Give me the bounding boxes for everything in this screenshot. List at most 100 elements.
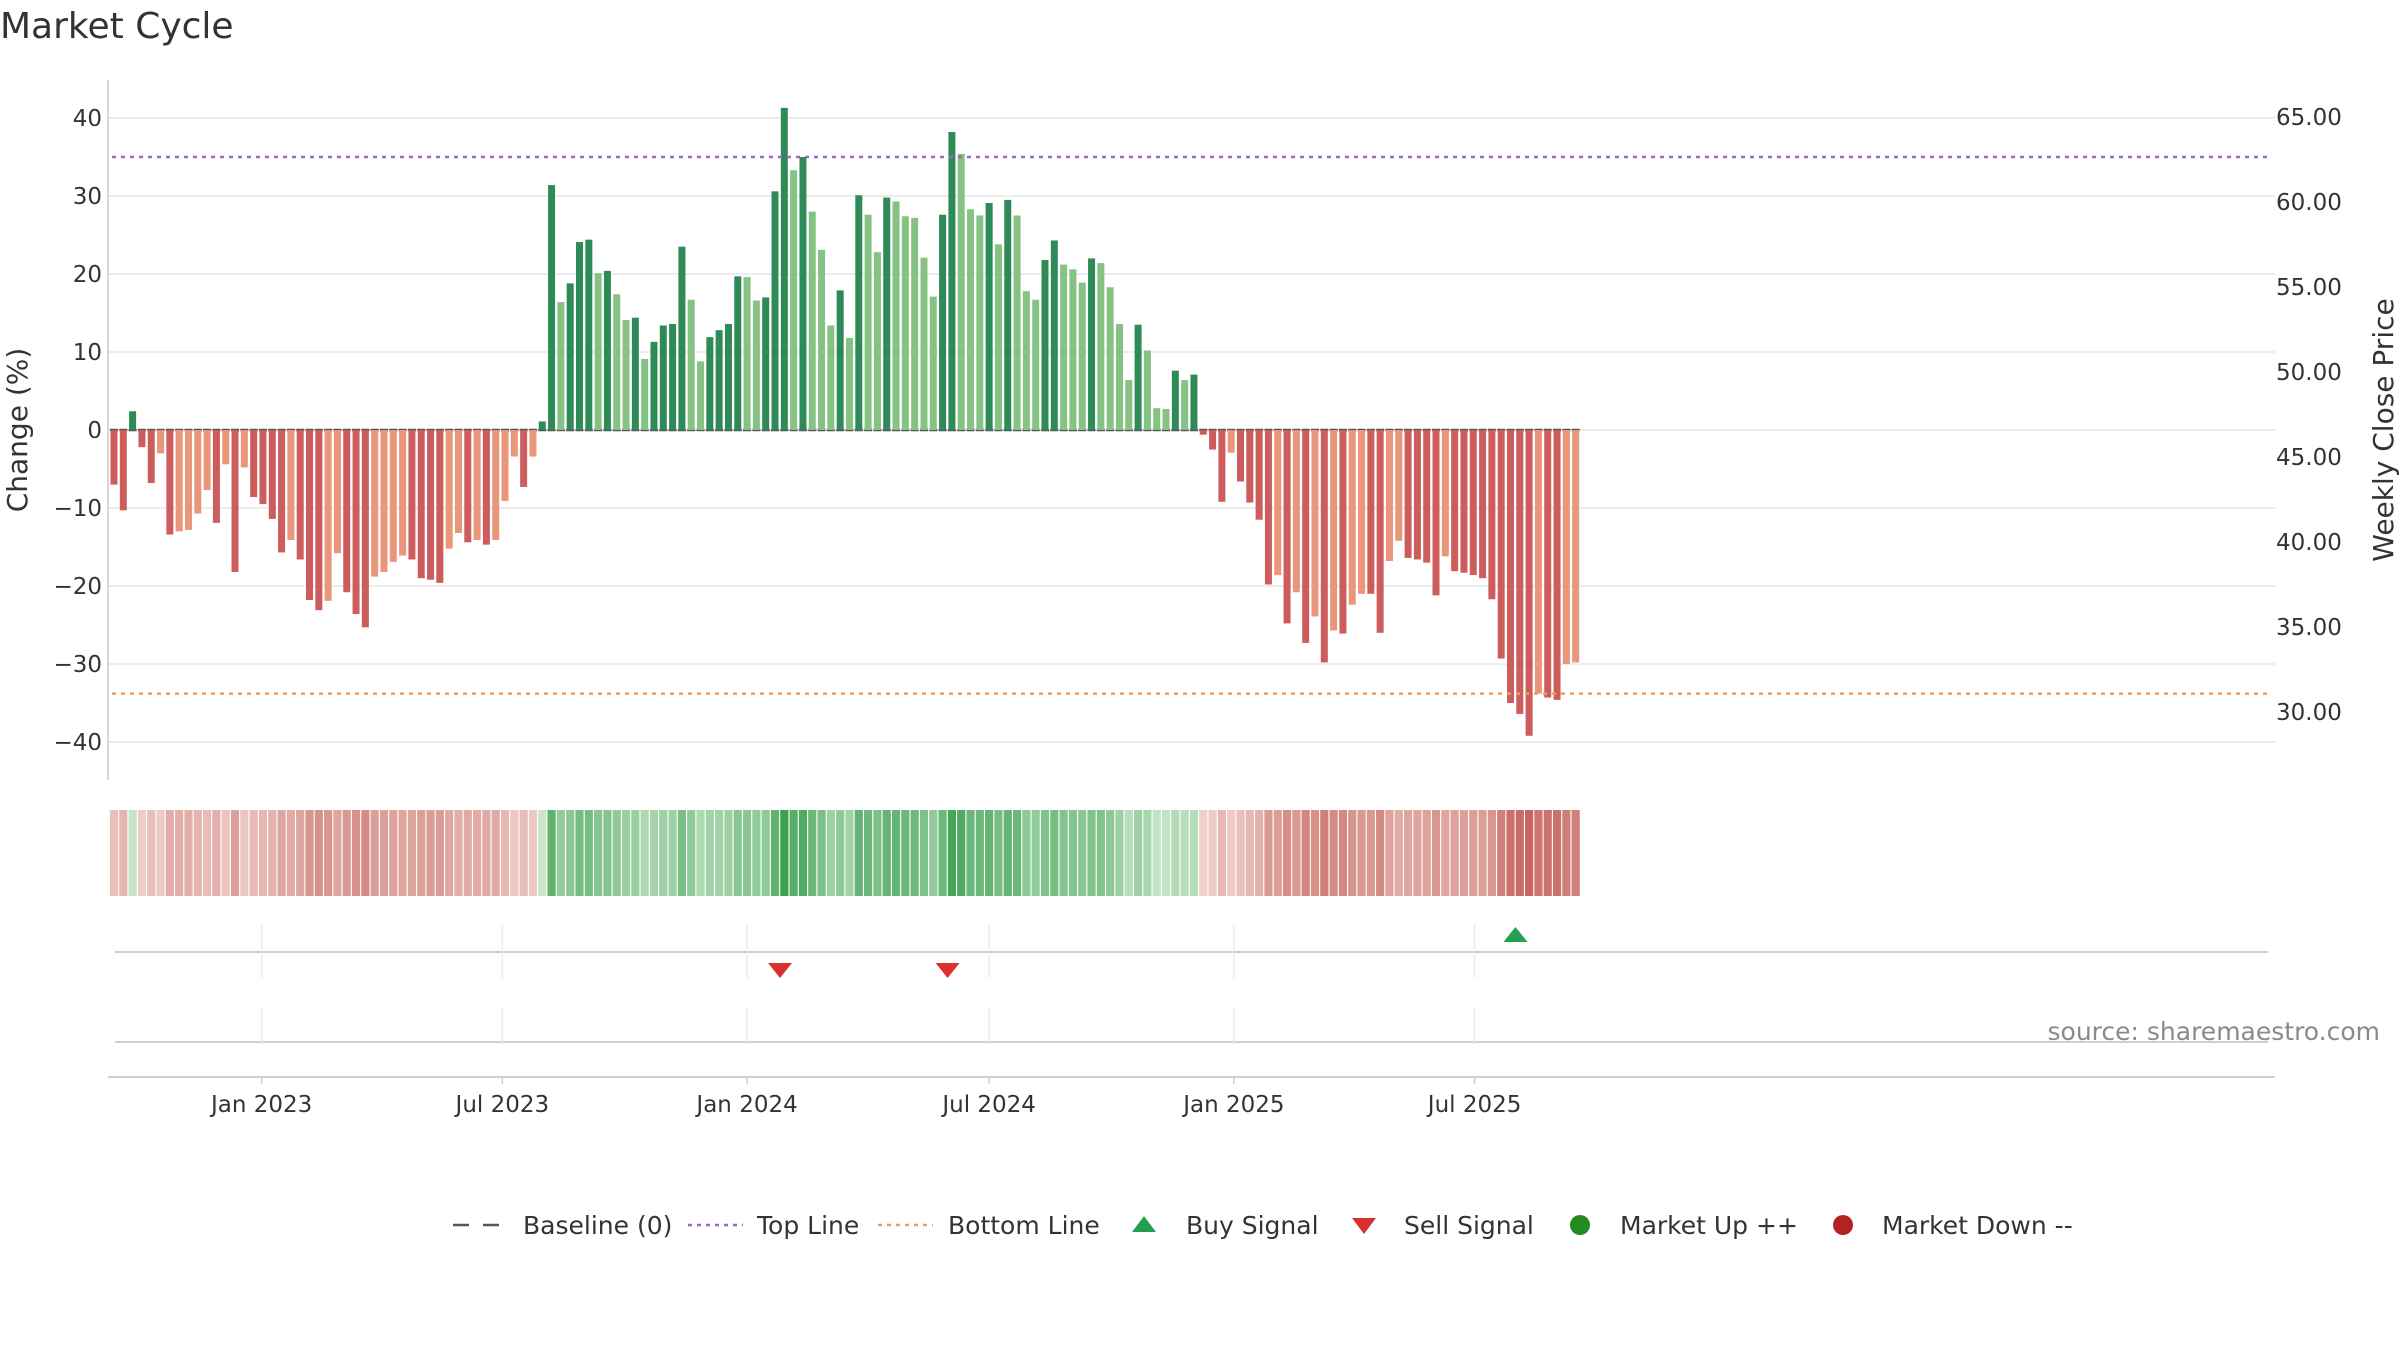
legend-item: Baseline (0) [453,1211,672,1240]
heat-cell [1450,810,1459,896]
change-bar [873,252,881,430]
legend-item: Buy Signal [1132,1211,1319,1240]
change-bar [743,277,751,430]
change-bar [1218,430,1226,502]
change-bar [1469,430,1477,576]
change-bar [967,209,975,430]
change-bar [175,430,183,532]
heat-cell [798,810,808,896]
y2-tick-label: 50.00 [2276,360,2342,386]
change-bar [278,430,286,553]
heat-cell [1255,810,1264,896]
change-bar [566,283,574,430]
heat-cell [687,810,696,896]
change-bar [715,330,723,430]
change-bar [1013,215,1021,430]
change-bar [371,430,379,577]
sell-signal-marker [935,963,960,978]
heat-cell [957,810,966,896]
heat-cell [268,810,277,896]
change-bar [818,249,826,430]
heat-cell [1087,810,1096,896]
change-bar [1348,430,1356,605]
heat-cell [1366,810,1375,896]
circle-icon [1570,1215,1590,1235]
heat-cell [1301,810,1310,896]
change-bar [492,430,500,540]
heat-cell [1403,810,1413,896]
change-bar [1106,287,1114,430]
heat-cell [929,810,938,896]
change-bar [687,299,695,430]
heat-cell [119,810,128,896]
source-note: source: sharemaestro.com [2048,1017,2381,1046]
change-bar [1255,430,1263,520]
heat-cell [1227,810,1236,896]
heat-cell [1152,810,1161,896]
legend-label: Buy Signal [1186,1211,1319,1240]
heat-cell [640,810,649,896]
heat-cell [724,810,733,896]
change-bar [855,195,863,430]
change-bar [166,430,174,535]
legend-label: Baseline (0) [523,1211,672,1240]
change-bar [576,242,583,430]
change-bar [799,157,807,430]
y2-tick-label: 45.00 [2276,445,2342,471]
heat-cell [873,810,882,896]
heat-cell [137,810,147,896]
heat-cell [1096,810,1105,896]
heat-cell [966,810,975,896]
y2-axis-label: Weekly Close Price [2367,298,2400,561]
heat-cell [1134,810,1143,896]
change-bar [1507,430,1514,703]
change-bar [985,203,993,430]
change-bar [427,430,435,580]
legend: Baseline (0) Top Line Bottom Line Buy Signa… [453,1211,2073,1240]
chart-title: Market Cycle [0,6,234,47]
heat-cell [491,810,500,896]
heat-cell [1478,810,1487,896]
heat-cell [985,810,994,896]
change-bar [1367,430,1375,594]
change-bar [1358,430,1366,594]
change-bar [762,297,770,430]
change-bar [436,430,444,583]
change-bar [706,337,714,430]
heat-cell [333,810,342,896]
change-bar [1283,430,1291,624]
change-bar [1274,430,1282,576]
y2-tick-label: 40.00 [2276,530,2342,556]
heat-cell [612,810,621,896]
change-bar [864,214,872,430]
heat-cell [621,810,631,896]
change-bar [641,359,649,430]
heat-cell [1487,810,1496,896]
heat-cell [1022,810,1031,896]
change-bar [315,430,323,611]
heat-cell [538,810,547,896]
heat-cell [826,810,835,896]
heat-cell [1273,810,1282,896]
heat-cell [1441,810,1450,896]
y-tick-label: 20 [73,262,102,288]
change-bar [911,217,919,430]
heat-cell [1348,810,1357,896]
heat-cell [221,810,230,896]
y-tick-label: −40 [53,730,102,756]
heat-cell [417,810,426,896]
heat-cell [1171,810,1180,896]
heat-cell [910,810,919,896]
heat-cell [1012,810,1022,896]
change-bar [1330,430,1338,631]
change-bar [939,214,947,430]
heat-cell [733,810,742,896]
legend-item: Sell Signal [1352,1211,1534,1240]
change-bar [669,323,677,430]
heat-cell [407,810,417,896]
change-bar [1097,263,1105,430]
change-bar [1441,430,1449,557]
legend-item: Bottom Line [878,1211,1100,1240]
heat-cell [286,810,295,896]
